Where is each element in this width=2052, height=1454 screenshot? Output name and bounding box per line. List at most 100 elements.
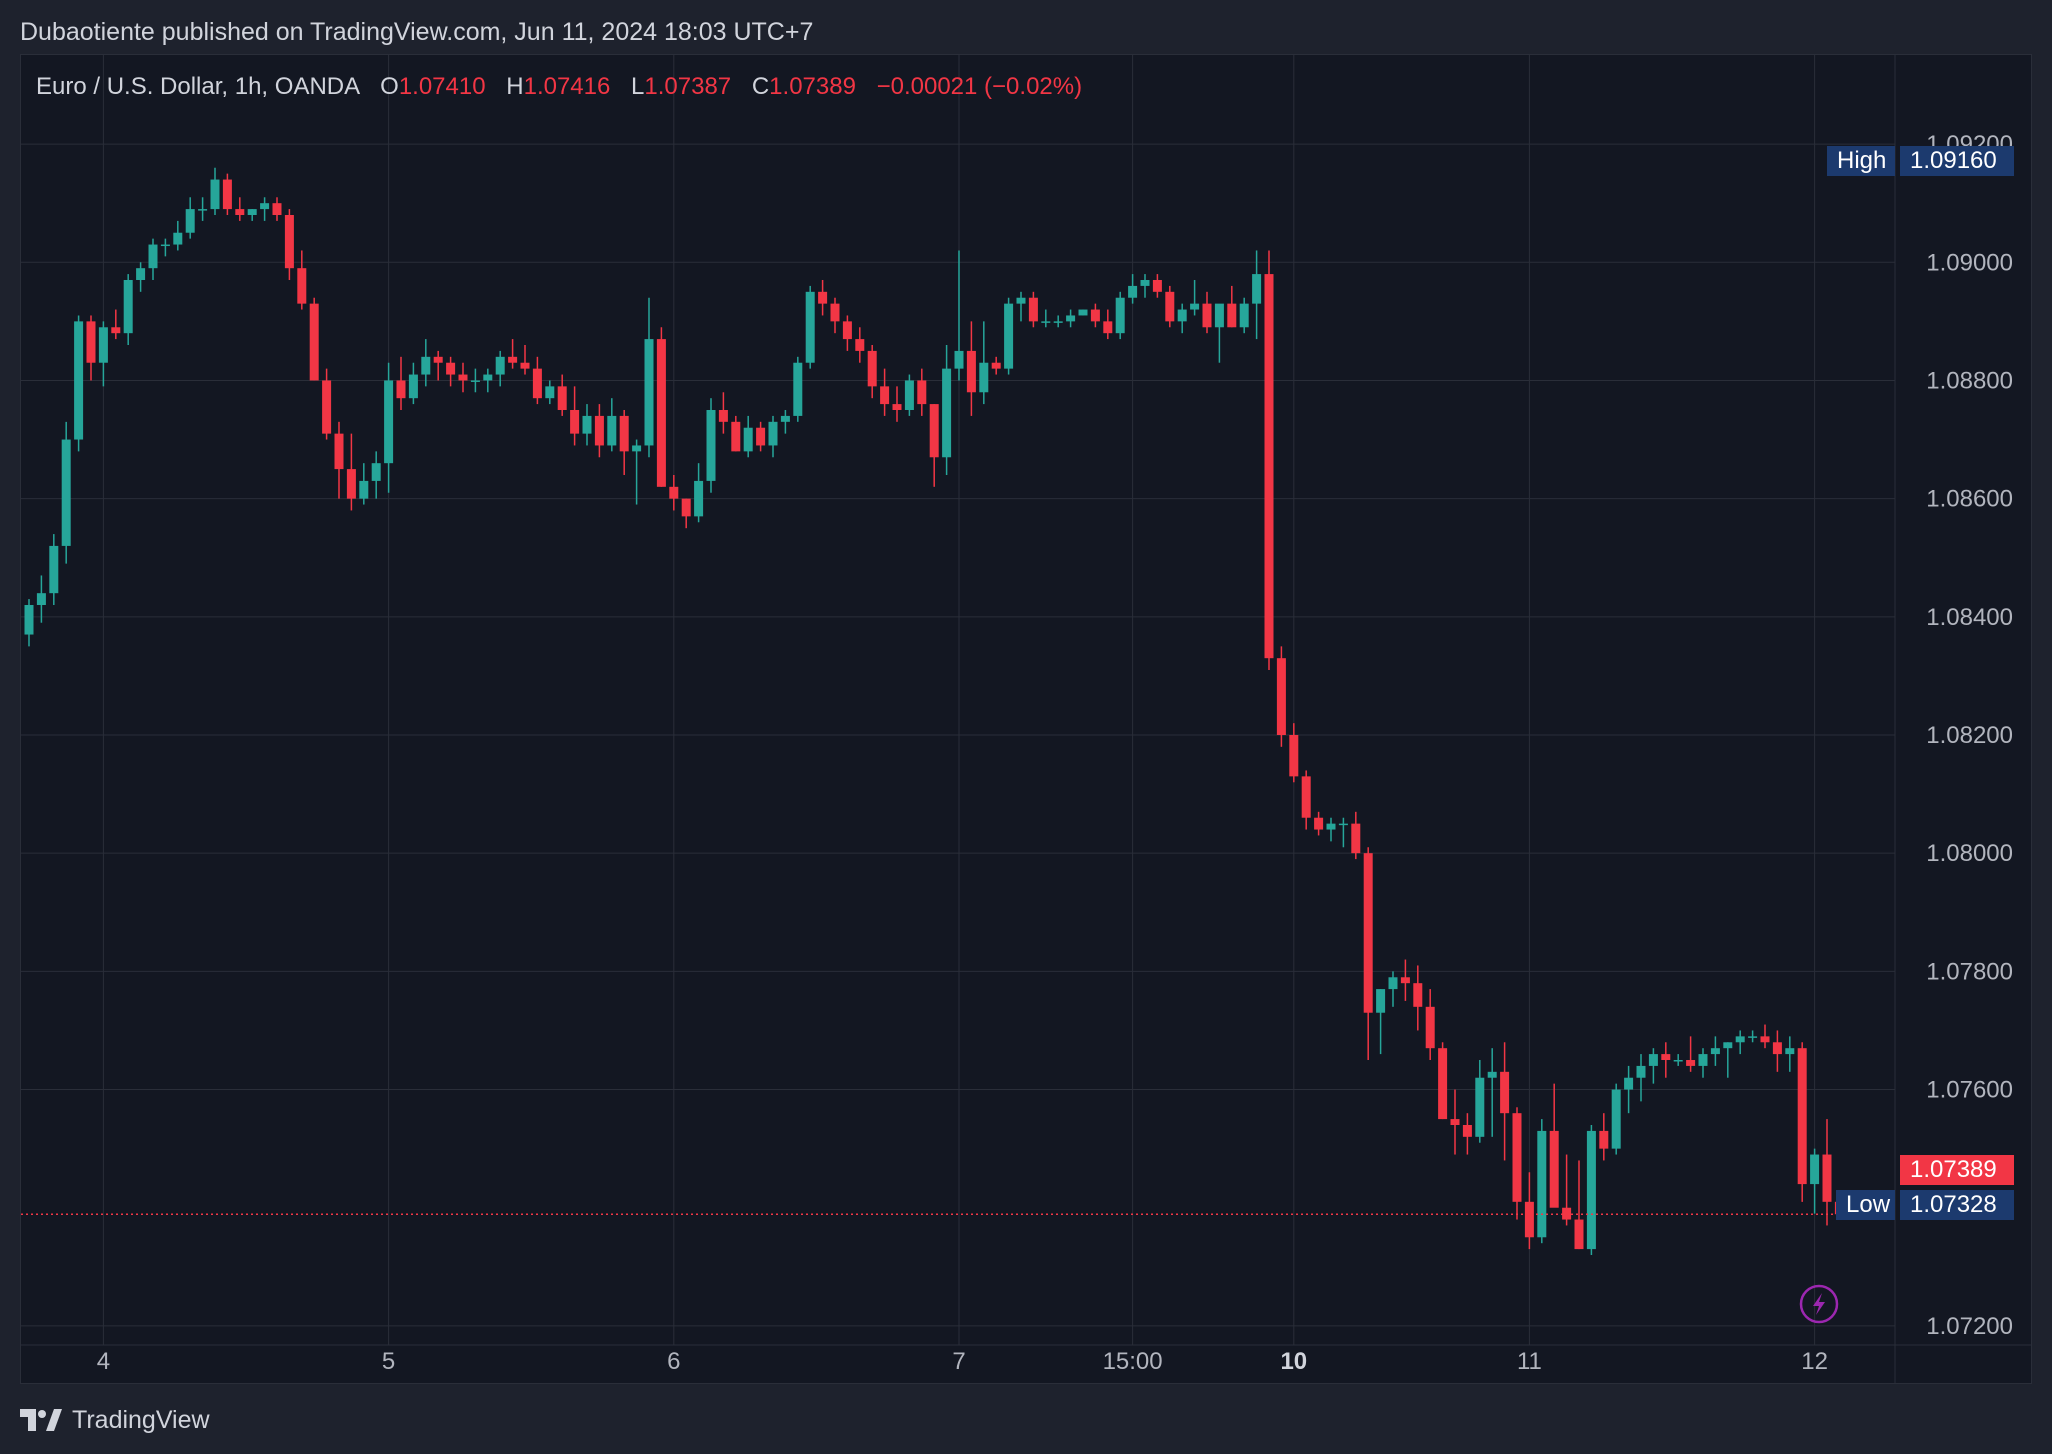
candle-body — [805, 291, 815, 363]
close-value: 1.07389 — [769, 73, 856, 100]
candle-body — [756, 427, 766, 446]
candle-body — [1599, 1130, 1609, 1149]
symbol-legend: Euro / U.S. Dollar, 1h, OANDA O1.07410 H… — [36, 70, 1082, 104]
candle-body — [260, 203, 270, 210]
candle-body — [718, 410, 728, 422]
change-value: −0.00021 (−0.02%) — [876, 73, 1083, 100]
candle-body — [1611, 1089, 1621, 1149]
tradingview-logo-icon — [20, 1409, 62, 1431]
candle-body — [582, 415, 592, 434]
candle-body — [111, 327, 121, 334]
candle-body — [222, 179, 232, 210]
candle-body — [346, 469, 356, 499]
candle-body — [309, 303, 319, 381]
chart-panel[interactable]: 1.09200 1.09000 1.08800 1.08600 1.08400 1.082… — [20, 54, 2032, 1384]
candle-body — [1289, 735, 1299, 777]
low-marker-label: Low — [1836, 1190, 1895, 1220]
candle-body — [1165, 291, 1175, 322]
candle-body — [1103, 321, 1113, 334]
candle-body — [904, 380, 914, 410]
candle-body — [532, 368, 542, 399]
candle-body — [247, 209, 257, 215]
candle-body — [1710, 1048, 1720, 1055]
price-axis-label: 1.07200 — [1926, 1313, 2013, 1340]
candle-body — [1252, 274, 1262, 304]
candle-body — [1053, 321, 1063, 323]
candle-body — [942, 368, 952, 458]
candle-body — [1276, 658, 1286, 735]
lightning-icon-ring — [1799, 1284, 1839, 1324]
candle-body — [1686, 1060, 1696, 1066]
high-marker-label: High — [1827, 146, 1895, 176]
candle-body — [1400, 977, 1410, 984]
candle-body — [86, 321, 96, 363]
candle-body — [1512, 1113, 1522, 1202]
candle-body — [1735, 1036, 1745, 1043]
candle-body — [1748, 1036, 1758, 1038]
candle-body — [272, 203, 282, 215]
candle-body — [818, 291, 828, 304]
candle-body — [1128, 285, 1138, 298]
candle-body — [173, 232, 183, 245]
candle-body — [892, 404, 902, 410]
price-axis-label: 1.08200 — [1926, 722, 2013, 749]
time-axis-label: 5 — [382, 1348, 395, 1375]
footer-brand[interactable]: TradingView — [20, 1402, 210, 1438]
symbol-name[interactable]: Euro / U.S. Dollar, 1h, OANDA — [36, 73, 361, 100]
candle-body — [780, 415, 790, 422]
candle-body — [1115, 297, 1125, 334]
candle-body — [396, 380, 406, 399]
candle-body — [1264, 274, 1274, 659]
candle-body — [1090, 309, 1100, 322]
candle-body — [1698, 1054, 1708, 1066]
candle-body — [880, 386, 890, 405]
publisher-header: Dubaotiente published on TradingView.com… — [20, 14, 813, 50]
high-label: H — [506, 73, 524, 100]
lightning-icon — [1813, 1293, 1825, 1315]
candlestick-chart[interactable]: 1.092001.090001.088001.086001.084001.082… — [21, 55, 2031, 1383]
candle-body — [917, 380, 927, 405]
candle-body — [1140, 280, 1150, 286]
price-axis-label: 1.08800 — [1926, 367, 2013, 394]
candle-body — [470, 380, 480, 382]
candle-body — [1475, 1077, 1485, 1137]
candle-body — [235, 209, 245, 215]
candle-body — [855, 339, 865, 351]
candle-body — [619, 415, 629, 452]
candle-body — [1301, 776, 1311, 818]
candle-body — [793, 362, 803, 416]
candle-body — [644, 339, 654, 446]
candle-body — [334, 433, 344, 470]
candle-body — [185, 209, 195, 233]
candle-body — [160, 244, 170, 247]
candle-body — [731, 421, 741, 452]
low-value: 1.07387 — [644, 73, 732, 100]
candle-body — [842, 321, 852, 340]
time-axis-label: 7 — [952, 1348, 965, 1375]
candle-body — [1785, 1048, 1795, 1055]
candle-body — [98, 327, 108, 363]
candle-body — [1723, 1042, 1733, 1049]
open-label: O — [380, 73, 399, 100]
time-axis-label: 15:00 — [1103, 1348, 1163, 1375]
candle-body — [408, 374, 418, 399]
candle-body — [1177, 309, 1187, 322]
candle-body — [1648, 1054, 1658, 1066]
candle-body — [768, 421, 778, 446]
candle-body — [1810, 1154, 1820, 1185]
candle-body — [421, 356, 431, 375]
candle-body — [1586, 1130, 1596, 1250]
candle-body — [1822, 1154, 1832, 1202]
candle-body — [681, 498, 691, 517]
candle-body — [1673, 1060, 1683, 1062]
candle-body — [1363, 853, 1373, 1013]
brand-name: TradingView — [72, 1406, 210, 1434]
candle-body — [830, 303, 840, 322]
candle-body — [867, 350, 877, 387]
candle-body — [1537, 1130, 1547, 1238]
candle-body — [1636, 1065, 1646, 1078]
candle-body — [557, 386, 567, 410]
candle-body — [1500, 1071, 1510, 1114]
candle-body — [1661, 1054, 1671, 1060]
candle-body — [446, 362, 456, 375]
